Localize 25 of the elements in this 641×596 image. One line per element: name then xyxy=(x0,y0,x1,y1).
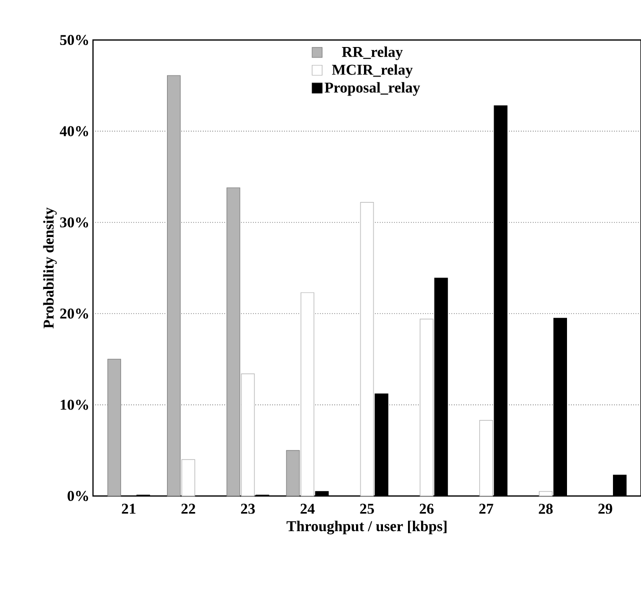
x-axis-title: Throughput / user [kbps] xyxy=(286,520,446,534)
x-tick-label: 28 xyxy=(538,504,553,514)
bar xyxy=(420,318,434,496)
x-tick-label: 25 xyxy=(360,504,374,514)
legend-label: Proposal_relay xyxy=(324,82,420,96)
y-tick-label: 50% xyxy=(60,34,88,46)
y-tick-label: 40% xyxy=(60,126,88,136)
y-axis-title: Probability density xyxy=(43,207,57,328)
x-tick-label: 26 xyxy=(420,504,434,514)
bar xyxy=(107,358,122,496)
y-tick-label: 30% xyxy=(60,217,88,228)
x-tick-label: 22 xyxy=(181,504,196,514)
bar xyxy=(479,420,493,496)
legend-label: MCIR_relay xyxy=(332,64,413,78)
x-tick-label: 23 xyxy=(241,504,255,514)
x-tick-label: 29 xyxy=(598,504,612,514)
x-tick-label: 27 xyxy=(479,504,494,514)
y-tick-label: 20% xyxy=(60,308,88,319)
y-tick-label: 10% xyxy=(60,400,88,410)
x-tick-label: 21 xyxy=(122,504,136,514)
y-tick-label: 0% xyxy=(68,490,88,502)
bar xyxy=(360,202,374,496)
bar xyxy=(538,491,553,496)
x-tick-label: 24 xyxy=(300,504,315,514)
legend-label: RR_relay xyxy=(342,46,403,60)
